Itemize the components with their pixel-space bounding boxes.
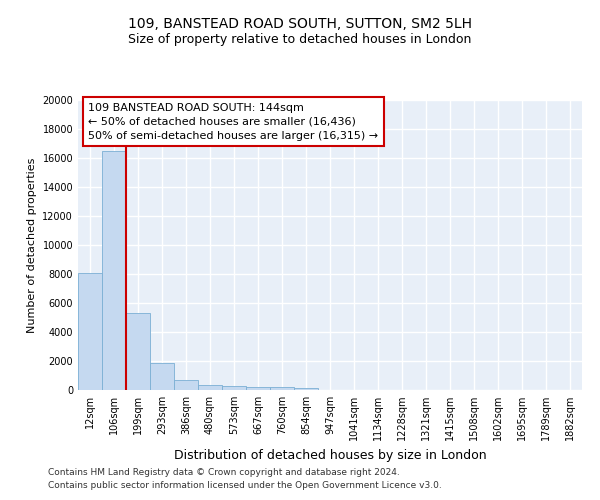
Bar [222,386,246,390]
Bar [78,272,102,390]
Text: Contains HM Land Registry data © Crown copyright and database right 2024.: Contains HM Land Registry data © Crown c… [48,468,400,477]
Text: Contains public sector information licensed under the Open Government Licence v3: Contains public sector information licen… [48,480,442,490]
Text: 109 BANSTEAD ROAD SOUTH: 144sqm
← 50% of detached houses are smaller (16,436)
50: 109 BANSTEAD ROAD SOUTH: 144sqm ← 50% of… [88,103,378,141]
X-axis label: Distribution of detached houses by size in London: Distribution of detached houses by size … [173,448,487,462]
Bar [246,387,270,390]
Bar [102,151,126,390]
Text: 109, BANSTEAD ROAD SOUTH, SUTTON, SM2 5LH: 109, BANSTEAD ROAD SOUTH, SUTTON, SM2 5L… [128,18,472,32]
Bar [174,380,198,390]
Y-axis label: Number of detached properties: Number of detached properties [27,158,37,332]
Bar [198,385,222,390]
Bar [270,387,294,390]
Text: Size of property relative to detached houses in London: Size of property relative to detached ho… [128,32,472,46]
Bar [294,388,318,390]
Bar [150,363,174,390]
Bar [126,313,150,390]
